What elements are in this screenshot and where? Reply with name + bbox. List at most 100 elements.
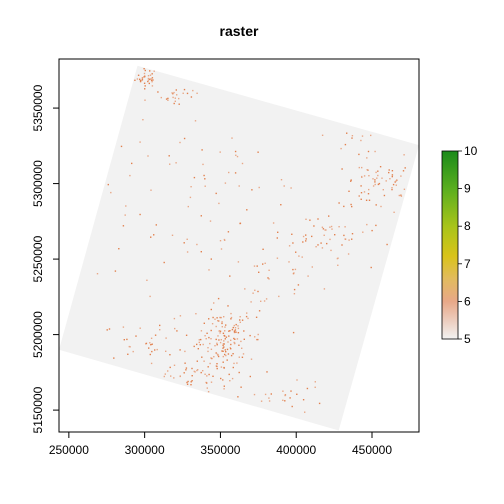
- x-tick-label: 350000: [200, 443, 240, 457]
- raster-cell: [207, 391, 210, 393]
- raster-cell: [148, 82, 150, 85]
- raster-cell: [376, 177, 378, 179]
- raster-cell: [291, 405, 293, 408]
- raster-cell: [227, 305, 229, 307]
- raster-cell: [403, 188, 406, 190]
- raster-cell: [160, 96, 162, 99]
- raster-cell: [378, 182, 381, 185]
- raster-cell: [113, 357, 115, 359]
- raster-cell: [241, 356, 244, 358]
- raster-cell: [142, 119, 144, 121]
- raster-cell: [314, 381, 316, 383]
- raster-cell: [156, 348, 158, 351]
- raster-cell: [209, 342, 211, 345]
- raster-cell: [148, 347, 150, 349]
- y-tick-label: 5150000: [31, 386, 45, 433]
- raster-cell: [341, 168, 343, 170]
- raster-cell: [391, 188, 393, 191]
- raster-cell: [149, 70, 151, 72]
- raster-cell: [343, 205, 345, 208]
- raster-cell: [186, 383, 189, 385]
- raster-cell: [229, 275, 231, 277]
- raster-cell: [150, 79, 153, 82]
- raster-cell: [381, 177, 383, 179]
- raster-cell: [207, 366, 209, 368]
- raster-cell: [374, 181, 376, 183]
- raster-cell: [207, 347, 209, 349]
- raster-cell: [398, 194, 400, 197]
- raster-cell: [238, 185, 240, 187]
- raster-cell: [147, 155, 149, 157]
- raster-cell: [174, 327, 176, 330]
- raster-cell: [268, 278, 270, 280]
- raster-cell: [179, 349, 181, 351]
- raster-cell: [276, 237, 278, 239]
- raster-cell: [230, 354, 233, 357]
- raster-cell: [151, 343, 153, 345]
- raster-cell: [258, 310, 261, 312]
- raster-cell: [229, 380, 231, 382]
- raster-cell: [179, 141, 181, 144]
- raster-cell: [221, 350, 223, 352]
- raster-cell: [196, 369, 198, 372]
- raster-cell: [163, 261, 165, 264]
- raster-cell: [149, 78, 151, 80]
- raster-cell: [208, 318, 210, 320]
- legend-tick-label: 10: [464, 144, 478, 158]
- raster-cell: [187, 205, 189, 208]
- raster-cell: [338, 226, 340, 228]
- x-tick-label: 400000: [276, 443, 316, 457]
- raster-cell: [150, 362, 153, 365]
- raster-cell: [326, 242, 328, 245]
- raster-cell: [186, 92, 189, 95]
- raster-cell: [185, 367, 188, 369]
- raster-cell: [185, 369, 187, 371]
- raster-cell: [203, 360, 205, 362]
- chart-title: raster: [220, 23, 259, 39]
- raster-cell: [153, 70, 155, 72]
- raster-cell: [306, 387, 309, 390]
- raster-cell: [235, 154, 237, 156]
- raster-cell: [233, 342, 236, 345]
- raster-cell: [267, 277, 269, 279]
- raster-cell: [224, 182, 227, 184]
- raster-cell: [217, 355, 220, 358]
- raster-cell: [175, 162, 177, 164]
- raster-cell: [186, 251, 189, 253]
- raster-cell: [143, 82, 146, 84]
- raster-cell: [223, 367, 225, 369]
- raster-cell: [154, 334, 157, 336]
- raster-cell: [262, 263, 264, 265]
- raster-cell: [129, 174, 131, 177]
- raster-cell: [178, 103, 180, 105]
- raster-cell: [241, 347, 243, 349]
- raster-cell: [368, 188, 370, 191]
- raster-cell: [350, 180, 352, 182]
- raster-cell: [344, 226, 346, 228]
- raster-cell: [151, 350, 153, 353]
- raster-cell: [379, 166, 382, 168]
- raster-cell: [311, 235, 313, 238]
- raster-cell: [225, 336, 228, 338]
- raster-cell: [295, 251, 297, 253]
- raster-cell: [219, 240, 222, 242]
- raster-cell: [208, 336, 210, 339]
- raster-cell: [201, 356, 203, 358]
- raster-cell: [368, 175, 370, 177]
- raster-cell: [217, 297, 220, 300]
- raster-cell: [375, 224, 377, 227]
- raster-cell: [182, 92, 184, 94]
- raster-cell: [220, 366, 223, 368]
- x-tick-label: 450000: [352, 443, 392, 457]
- raster-cell: [348, 190, 350, 192]
- raster-cell: [383, 194, 386, 197]
- raster-cell: [144, 75, 146, 78]
- raster-cell: [249, 334, 251, 337]
- raster-cell: [302, 241, 304, 243]
- raster-cell: [230, 316, 233, 319]
- raster-cell: [224, 330, 226, 332]
- raster-cell: [172, 93, 174, 95]
- raster-cell: [360, 198, 362, 200]
- raster-cell: [292, 331, 295, 334]
- raster-cell: [291, 233, 293, 235]
